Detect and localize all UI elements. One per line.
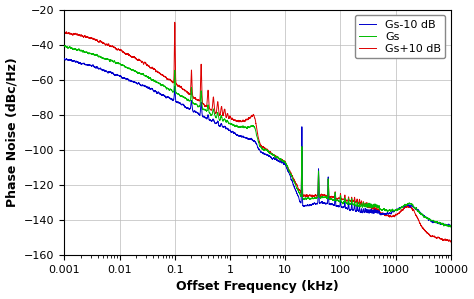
Gs+10 dB (172, 20, 178, 24)
Line: Gs-10 dB: Gs-10 dB (64, 59, 451, 227)
Gs-10 dB (265, 153, 271, 157)
Gs+10 dB (62, 31, 67, 35)
Gs+10 dB (297, 188, 302, 192)
Gs+10 dB (448, 240, 454, 244)
Gs+10 dB (448, 240, 454, 244)
Line: Gs: Gs (64, 46, 451, 227)
Gs (82, 51, 88, 54)
Gs-10 dB (82, 62, 88, 66)
Gs-10 dB (62, 57, 67, 60)
Gs (448, 225, 454, 229)
Legend: Gs-10 dB, Gs, Gs+10 dB: Gs-10 dB, Gs, Gs+10 dB (355, 15, 446, 58)
Gs+10 dB (82, 34, 88, 37)
Gs-10 dB (62, 57, 67, 60)
Gs-10 dB (448, 223, 454, 227)
X-axis label: Offset Frequency (kHz): Offset Frequency (kHz) (176, 280, 339, 293)
Gs (162, 85, 167, 88)
Line: Gs+10 dB: Gs+10 dB (64, 22, 451, 242)
Gs+10 dB (265, 148, 271, 152)
Gs-10 dB (162, 94, 167, 97)
Gs-10 dB (447, 225, 453, 228)
Gs (448, 225, 454, 229)
Gs-10 dB (119, 76, 125, 79)
Gs (62, 45, 67, 48)
Gs-10 dB (259, 151, 265, 155)
Gs (297, 192, 302, 196)
Gs (63, 44, 68, 48)
Gs+10 dB (162, 75, 167, 78)
Gs+10 dB (259, 145, 265, 148)
Gs+10 dB (119, 49, 125, 52)
Gs (119, 63, 125, 67)
Gs (265, 149, 271, 153)
Gs (259, 147, 265, 151)
Gs-10 dB (297, 199, 302, 202)
Y-axis label: Phase Noise (dBc/Hz): Phase Noise (dBc/Hz) (6, 57, 18, 207)
